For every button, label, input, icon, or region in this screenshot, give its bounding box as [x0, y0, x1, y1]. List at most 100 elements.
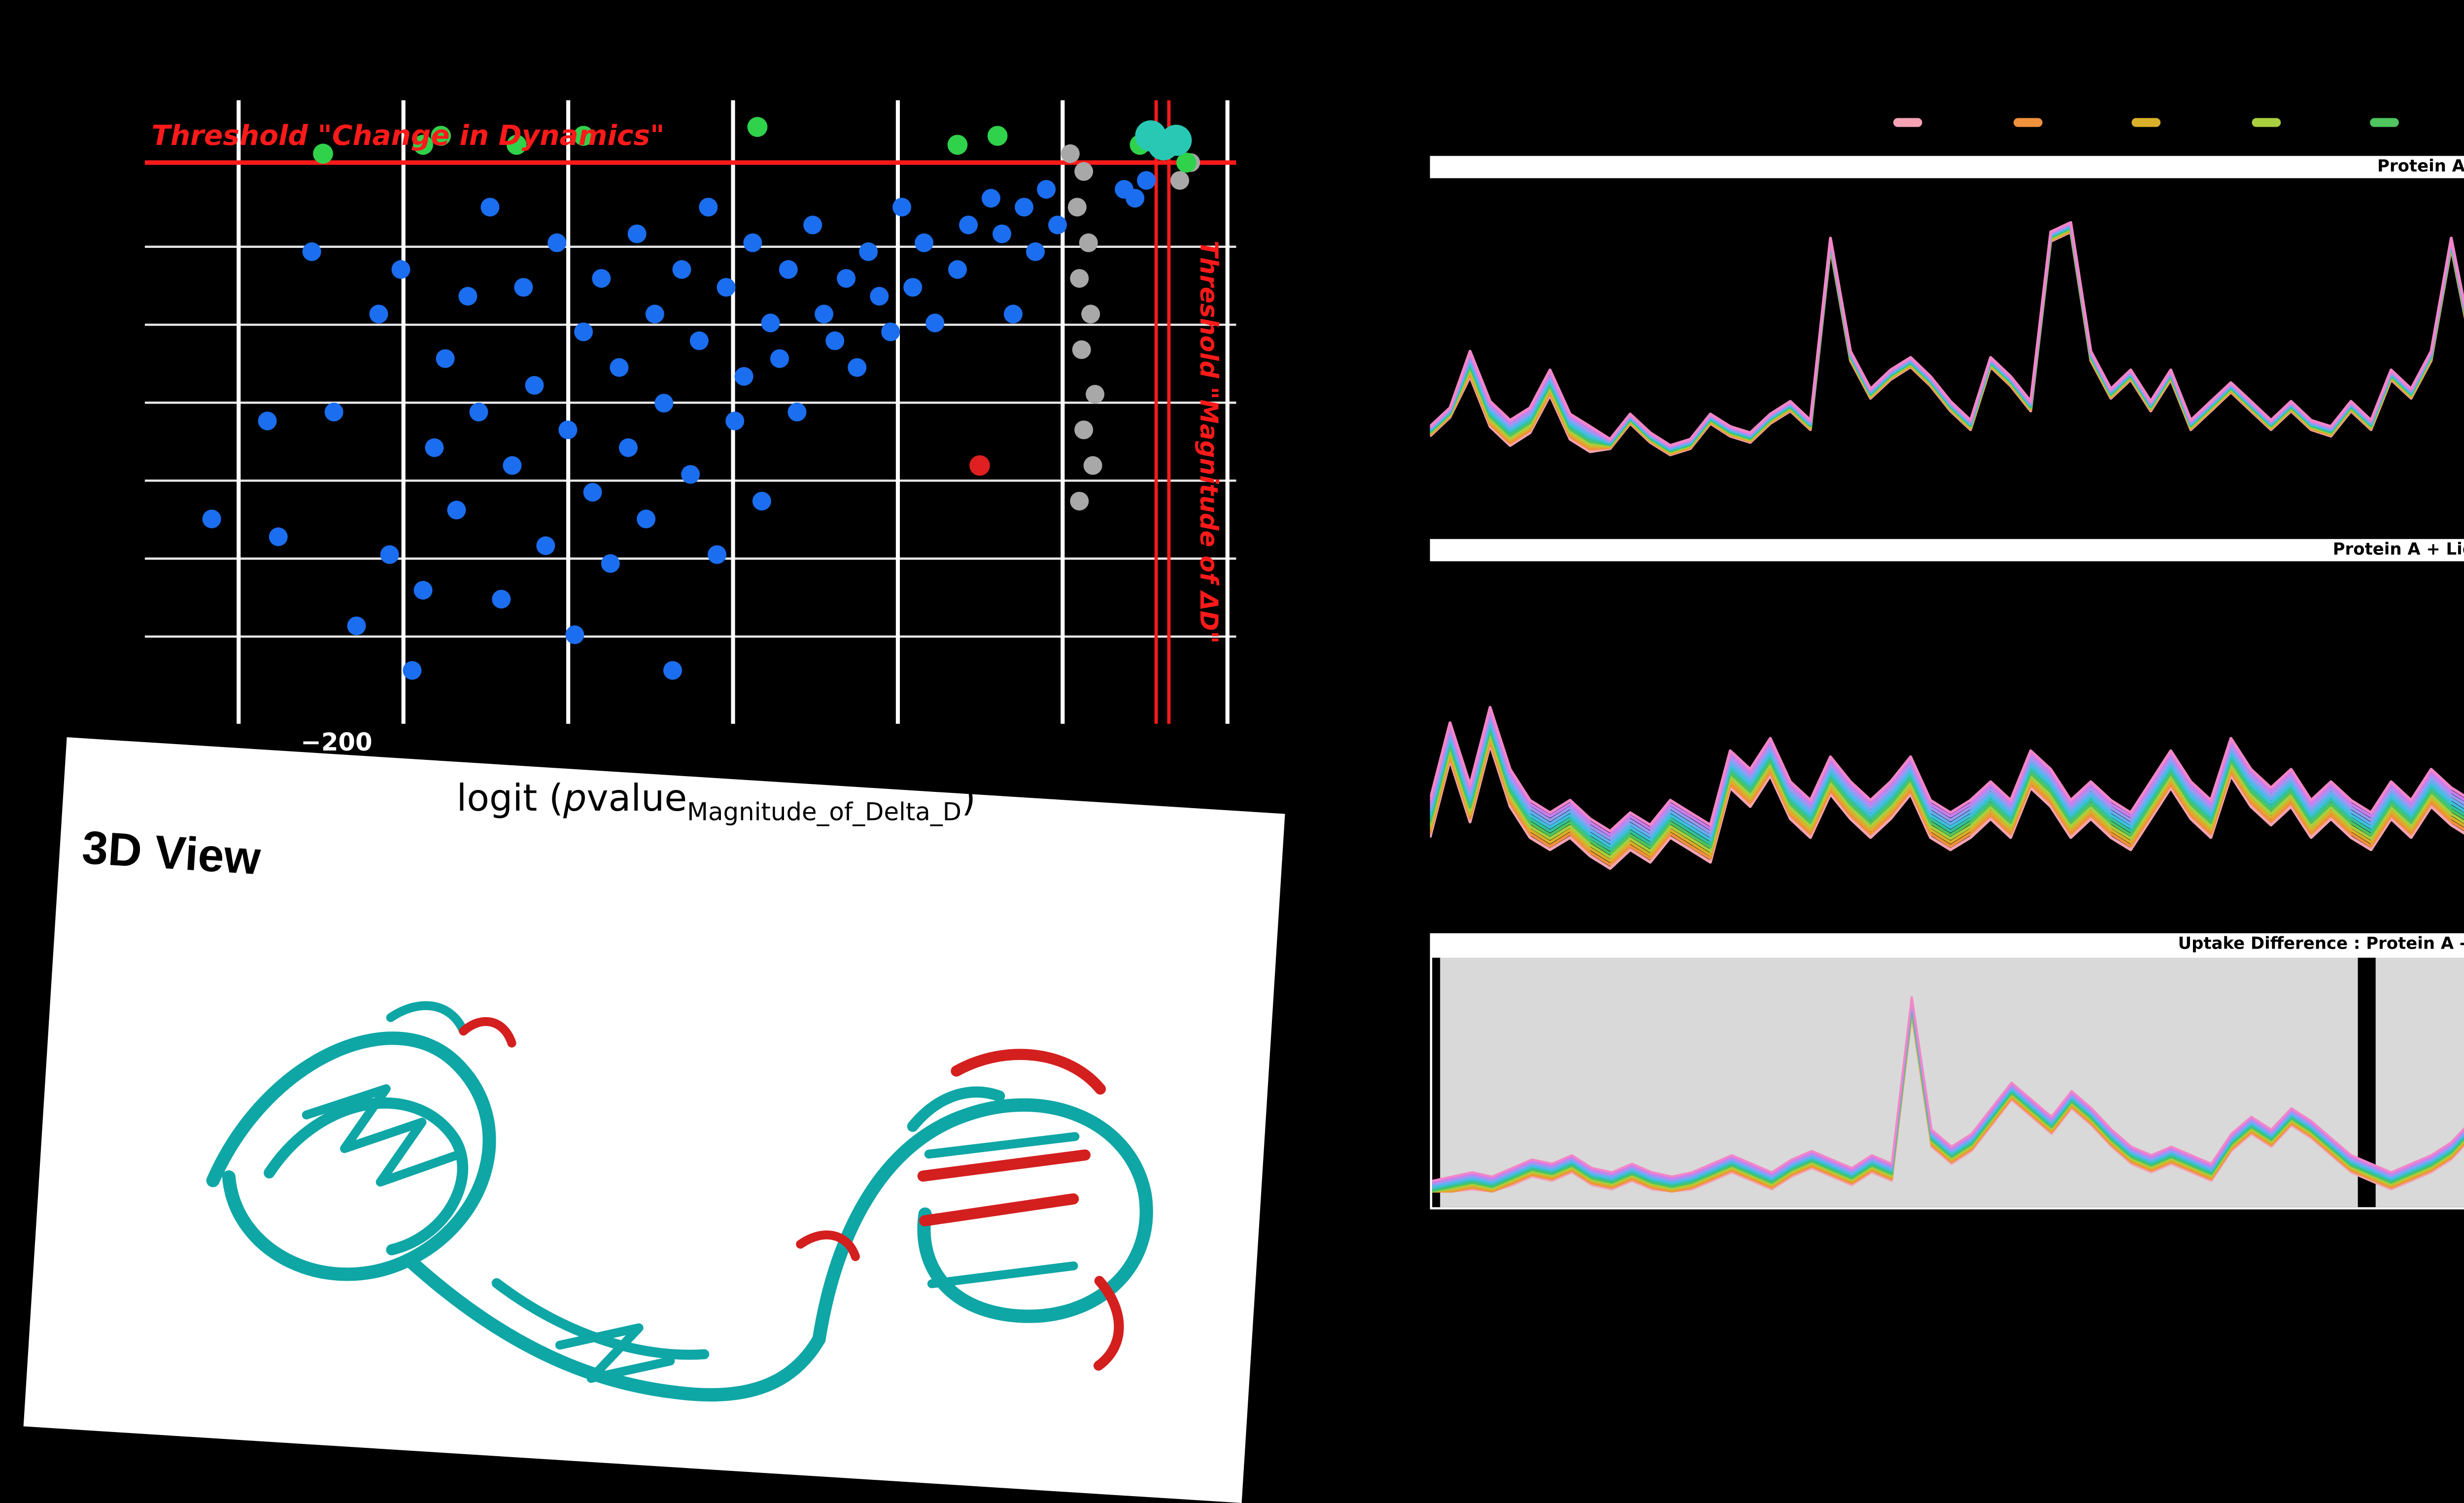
scatter-point[interactable] — [425, 438, 444, 457]
uptake-line[interactable] — [1430, 675, 2464, 865]
scatter-point[interactable] — [747, 117, 768, 137]
scatter-point[interactable] — [1003, 305, 1023, 324]
uptake-line[interactable] — [1430, 619, 2464, 832]
scatter-point[interactable] — [1170, 171, 1190, 190]
scatter-point[interactable] — [948, 260, 967, 279]
scatter-point[interactable] — [583, 482, 602, 502]
scatter-point[interactable] — [1079, 233, 1098, 252]
uptake-line[interactable] — [1432, 1012, 2464, 1192]
scatter-point[interactable] — [269, 527, 288, 547]
uptake-line[interactable] — [1430, 221, 2464, 448]
scatter-point[interactable] — [681, 465, 700, 484]
scatter-point[interactable] — [592, 269, 611, 288]
timepoint-swatch[interactable] — [2370, 118, 2399, 126]
uptake-line[interactable] — [1432, 1007, 2464, 1192]
uptake-line[interactable] — [1432, 1001, 2464, 1188]
scatter-point[interactable] — [1048, 215, 1067, 235]
uptake-line[interactable] — [1432, 995, 2464, 1181]
scatter-point[interactable] — [892, 198, 912, 217]
scatter-point[interactable] — [770, 349, 789, 368]
scatter-point[interactable] — [403, 661, 422, 680]
uptake-difference-chart[interactable] — [1430, 954, 2464, 1208]
scatter-point[interactable] — [752, 491, 771, 511]
scatter-point[interactable] — [743, 233, 762, 252]
uptake-line[interactable] — [1432, 1009, 2464, 1192]
uptake-line[interactable] — [1432, 1000, 2464, 1186]
scatter-point[interactable] — [672, 260, 691, 279]
scatter-point[interactable] — [725, 411, 745, 431]
scatter-point[interactable] — [803, 215, 822, 235]
scatter-point[interactable] — [987, 126, 1008, 146]
scatter-point[interactable] — [436, 349, 455, 368]
uptake-line[interactable] — [1430, 220, 2464, 446]
scatter-point[interactable] — [689, 331, 709, 350]
scatter-point[interactable] — [574, 322, 593, 342]
timepoint-swatch[interactable] — [2251, 118, 2280, 126]
scatter-point[interactable] — [413, 135, 433, 155]
scatter-point[interactable] — [915, 233, 934, 252]
scatter-point[interactable] — [1126, 189, 1145, 208]
scatter-point[interactable] — [1137, 171, 1156, 190]
scatter-point[interactable] — [881, 322, 900, 342]
scatter-point[interactable] — [848, 358, 867, 377]
scatter-point[interactable] — [347, 616, 366, 636]
scatter-point[interactable] — [1067, 198, 1087, 217]
scatter-point[interactable] — [787, 403, 807, 422]
uptake-line[interactable] — [1432, 998, 2464, 1185]
scatter-point[interactable] — [324, 403, 343, 422]
scatter-point[interactable] — [627, 224, 647, 243]
scatter-point[interactable] — [369, 305, 388, 324]
timepoint-swatch[interactable] — [2012, 118, 2042, 126]
3d-view-card[interactable]: 3D View — [23, 737, 1285, 1503]
uptake-line[interactable] — [1430, 632, 2464, 839]
scatter-point[interactable] — [645, 305, 664, 324]
scatter-point[interactable] — [1070, 269, 1089, 288]
scatter-point[interactable] — [413, 581, 433, 600]
scatter-point[interactable] — [380, 545, 399, 564]
scatter-point[interactable] — [1074, 162, 1094, 181]
uptake-line[interactable] — [1430, 663, 2464, 858]
volcano-scatter-area[interactable] — [144, 100, 1236, 724]
uptake-line[interactable] — [1430, 221, 2464, 447]
scatter-point[interactable] — [558, 420, 578, 440]
scatter-point[interactable] — [837, 269, 856, 288]
scatter-point[interactable] — [1074, 420, 1094, 440]
scatter-point[interactable] — [610, 358, 629, 377]
scatter-point[interactable] — [302, 242, 321, 261]
uptake-line[interactable] — [1430, 657, 2464, 854]
scatter-point[interactable] — [506, 135, 527, 155]
scatter-point[interactable] — [202, 510, 221, 529]
scatter-point[interactable] — [1037, 180, 1056, 199]
scatter-point[interactable] — [1081, 305, 1100, 324]
scatter-point[interactable] — [870, 287, 889, 306]
scatter-point[interactable] — [1015, 198, 1034, 217]
scatter-point[interactable] — [514, 278, 533, 297]
scatter-point[interactable] — [548, 233, 567, 252]
uptake-line[interactable] — [1430, 638, 2464, 843]
scatter-point[interactable] — [618, 438, 638, 457]
uptake-line[interactable] — [1430, 222, 2464, 449]
uptake-line[interactable] — [1430, 682, 2464, 869]
scatter-point[interactable] — [969, 455, 990, 476]
uptake-line[interactable] — [1432, 1010, 2464, 1192]
scatter-point[interactable] — [815, 305, 834, 324]
scatter-point[interactable] — [431, 126, 451, 146]
scatter-point[interactable] — [663, 661, 682, 680]
scatter-point[interactable] — [536, 536, 555, 555]
scatter-point[interactable] — [391, 260, 411, 279]
scatter-point[interactable] — [525, 376, 544, 395]
scatter-point[interactable] — [717, 278, 736, 297]
scatter-point[interactable] — [313, 143, 333, 164]
scatter-point[interactable] — [601, 554, 620, 573]
scatter-point[interactable] — [1026, 242, 1045, 261]
scatter-point[interactable] — [565, 625, 584, 645]
scatter-point[interactable] — [1072, 340, 1091, 359]
scatter-point[interactable] — [761, 313, 780, 333]
scatter-point[interactable] — [258, 411, 277, 431]
scatter-point[interactable] — [1161, 125, 1192, 156]
scatter-point[interactable] — [1086, 385, 1105, 404]
scatter-point[interactable] — [573, 126, 594, 146]
uptake-line[interactable] — [1432, 996, 2464, 1183]
timepoint-swatch[interactable] — [2131, 118, 2161, 126]
uptake-line[interactable] — [1430, 669, 2464, 861]
